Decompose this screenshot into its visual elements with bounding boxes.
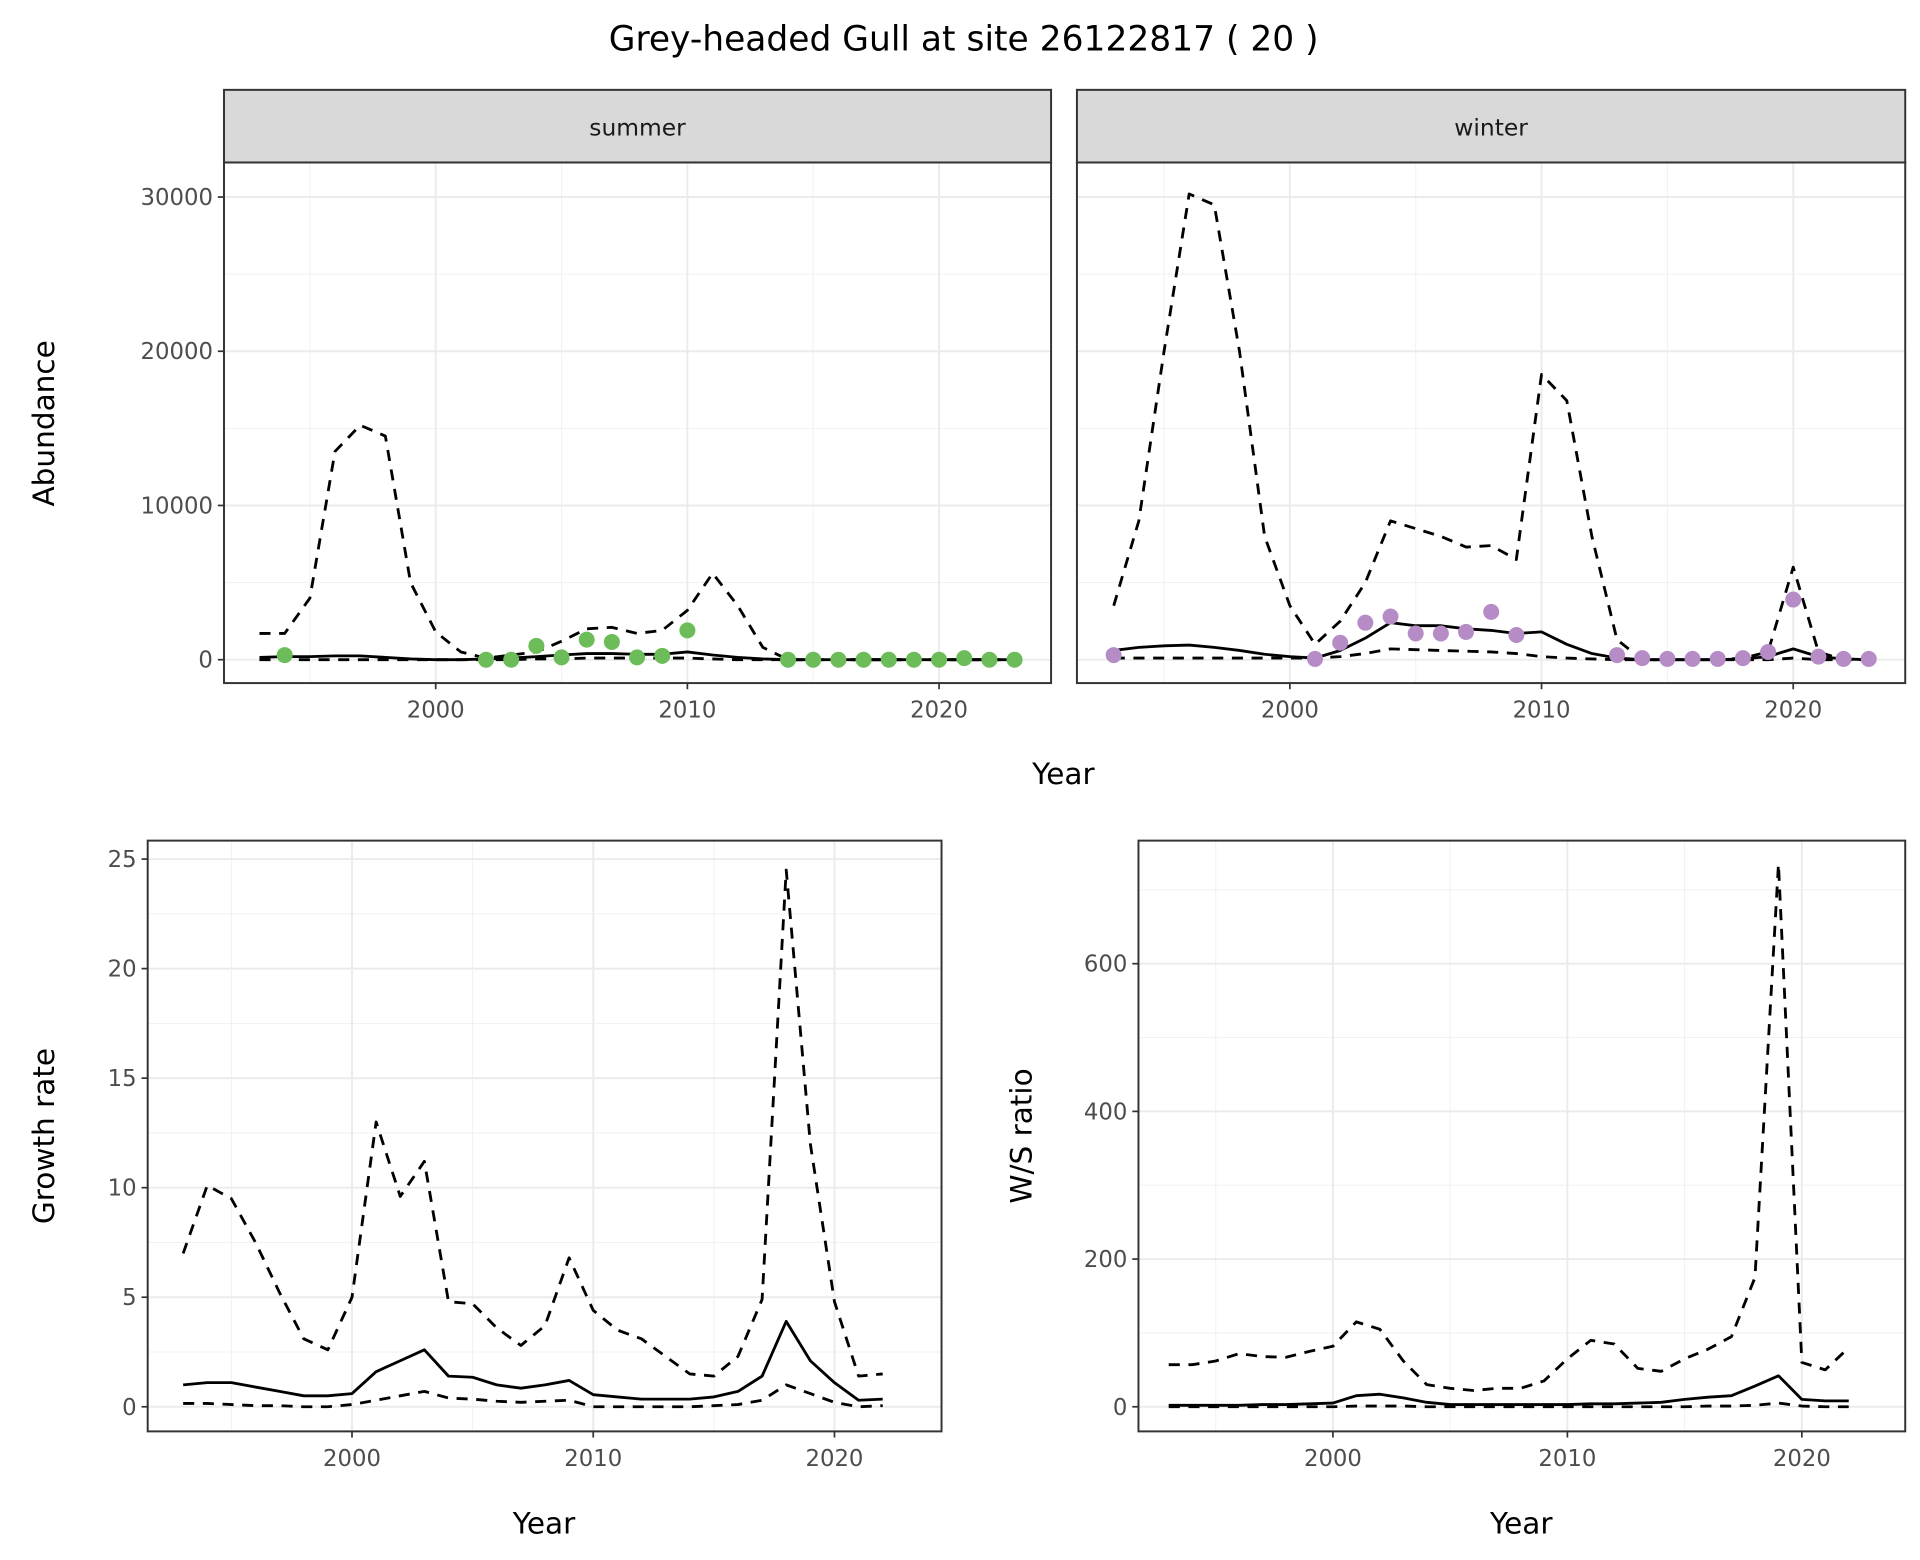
y-tick-label: 20 <box>108 957 137 983</box>
data-point <box>1332 634 1349 651</box>
panel-winter: winter 2000 2010 2020 <box>1075 88 1907 724</box>
data-point <box>629 649 646 666</box>
data-point <box>1785 591 1802 608</box>
facet-strip <box>1075 88 1907 164</box>
x-tick-label: 2010 <box>564 1446 622 1472</box>
panel-growth: 2000 2010 2020 0 5 10 15 20 25 Year Growth rate <box>27 839 943 1541</box>
data-point <box>880 651 897 668</box>
chart-title: Grey-headed Gull at site 26122817 ( 20 ) <box>609 19 1319 59</box>
y-tick-label: 600 <box>1084 952 1127 978</box>
facet-strip <box>223 88 1053 164</box>
panel-border <box>1137 839 1907 1433</box>
data-point <box>1357 614 1374 631</box>
x-tick-label: 2020 <box>910 698 968 724</box>
data-point <box>1483 603 1500 620</box>
data-point <box>1508 627 1525 644</box>
data-point <box>654 647 671 664</box>
data-point <box>1684 650 1701 667</box>
series-line-dashed-upper <box>259 423 1015 662</box>
data-point <box>1709 650 1726 667</box>
data-point <box>276 647 293 664</box>
x-tick-label: 2020 <box>1764 698 1822 724</box>
data-point <box>1458 623 1475 640</box>
data-point <box>528 637 545 654</box>
data-point <box>1734 650 1751 667</box>
x-tick-label: 2020 <box>1773 1446 1831 1472</box>
x-tick-label: 2020 <box>806 1446 864 1472</box>
facet-strip-label: winter <box>1454 113 1528 141</box>
data-point <box>830 651 847 668</box>
data-point <box>1835 650 1852 667</box>
data-point <box>1634 650 1651 667</box>
data-point <box>603 633 620 650</box>
series-line-dashed-upper <box>1168 862 1850 1392</box>
y-tick-label: 200 <box>1084 1247 1127 1273</box>
panel-border <box>146 839 943 1433</box>
data-point <box>855 651 872 668</box>
y-axis-title: W/S ratio <box>1004 1068 1038 1203</box>
y-tick-label: 20000 <box>141 339 213 365</box>
x-axis-title: Year <box>512 1507 576 1541</box>
y-tick-label: 400 <box>1084 1099 1127 1125</box>
series-line-dashed-lower <box>1168 1401 1849 1409</box>
data-point <box>679 622 696 639</box>
data-point <box>905 651 922 668</box>
x-tick-label: 2000 <box>1261 698 1319 724</box>
x-tick-label: 2000 <box>1304 1446 1362 1472</box>
series-line-solid <box>183 1319 883 1402</box>
x-axis-title: Year <box>1031 757 1095 791</box>
data-point <box>1432 625 1449 642</box>
panel-background <box>147 840 942 1432</box>
x-tick-label: 2010 <box>1513 698 1571 724</box>
data-point <box>1609 647 1626 664</box>
panel-summer: summer 2000 2010 2020 0 10000 20000 30000 Year Ab… <box>27 88 1095 791</box>
data-point <box>1105 647 1122 664</box>
y-axis-title: Abundance <box>27 340 61 506</box>
panel-background <box>224 162 1052 684</box>
x-tick-label: 2000 <box>407 698 465 724</box>
y-tick-label: 15 <box>108 1066 137 1092</box>
facet-strip-label: summer <box>589 113 686 141</box>
data-point <box>578 631 595 648</box>
data-point <box>1307 650 1324 667</box>
data-point <box>1810 648 1827 665</box>
data-point <box>805 651 822 668</box>
data-point <box>1659 650 1676 667</box>
y-tick-label: 30000 <box>141 185 213 211</box>
x-tick-label: 2010 <box>658 698 716 724</box>
y-tick-label: 0 <box>198 648 212 674</box>
data-point <box>1382 608 1399 625</box>
y-tick-label: 5 <box>122 1285 136 1311</box>
y-tick-label: 0 <box>122 1395 136 1421</box>
data-point <box>1860 650 1877 667</box>
data-point <box>1407 625 1424 642</box>
x-axis-title: Year <box>1489 1507 1553 1541</box>
data-point <box>780 651 797 668</box>
data-point <box>1006 651 1023 668</box>
data-point <box>981 651 998 668</box>
series-line-solid <box>1168 1374 1849 1407</box>
data-point <box>931 651 948 668</box>
panel-ws_ratio: 2000 2010 2020 0 200 400 600 Year W/S ratio <box>1004 839 1907 1541</box>
data-point <box>956 650 973 667</box>
y-tick-label: 25 <box>108 847 137 873</box>
x-tick-label: 2010 <box>1538 1446 1596 1472</box>
x-tick-label: 2000 <box>323 1446 381 1472</box>
panel-background <box>1076 162 1906 684</box>
y-tick-label: 0 <box>1113 1395 1127 1421</box>
y-axis-title: Growth rate <box>27 1048 61 1224</box>
data-point <box>478 651 495 668</box>
y-tick-label: 10000 <box>141 493 213 519</box>
data-point <box>503 651 520 668</box>
data-point <box>1760 643 1777 660</box>
y-tick-label: 10 <box>108 1176 137 1202</box>
data-point <box>553 649 570 666</box>
